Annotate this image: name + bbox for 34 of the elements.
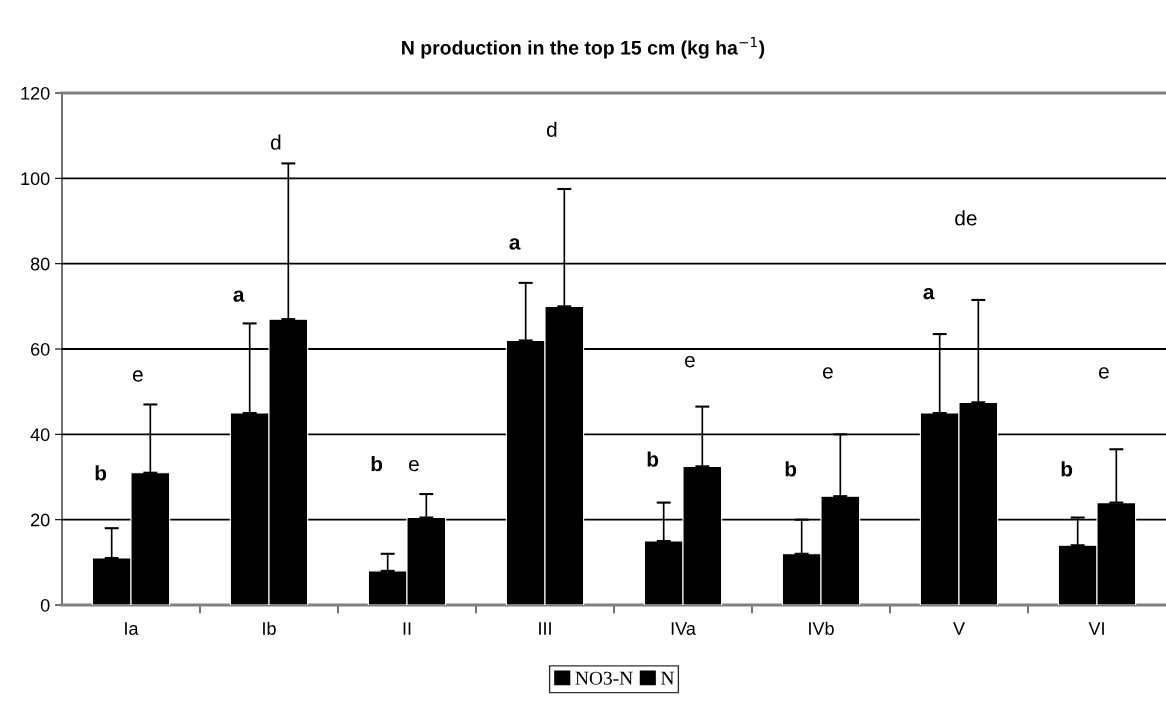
annotation: e (822, 367, 833, 379)
y-tick-label: 120 (21, 86, 50, 100)
y-tick-label: 0 (40, 598, 50, 612)
annotation: a (923, 287, 935, 300)
legend-label: N (661, 671, 675, 685)
x-tick-label: III (539, 622, 551, 635)
annotation: d (270, 134, 281, 150)
annotation: e (1098, 367, 1109, 379)
x-tick-label: VI (1088, 622, 1104, 635)
x-tick-label: Ib (263, 621, 276, 635)
annotation: b (95, 465, 107, 481)
annotation: b (371, 456, 383, 472)
annotation: b (785, 461, 797, 477)
y-tick-label: 20 (31, 513, 50, 527)
annotation: b (647, 451, 659, 467)
x-tick-label: Ia (125, 622, 139, 635)
annotation: e (684, 355, 695, 368)
y-tick-label: 80 (30, 257, 50, 271)
x-tick-label: IVa (671, 622, 696, 635)
y-tick-label: 100 (21, 172, 50, 186)
x-tick-label: V (953, 622, 965, 635)
annotation: de (955, 210, 977, 226)
y-tick-label: 60 (31, 342, 50, 356)
annotation: a (509, 238, 521, 250)
y-tick-label: 40 (30, 428, 50, 442)
annotation: d (546, 121, 557, 137)
legend-label: NO3-N (575, 671, 633, 685)
x-tick-label: II (403, 622, 411, 635)
annotation: e (408, 459, 419, 472)
x-tick-label: IVb (809, 621, 834, 635)
annotation: e (132, 370, 143, 382)
chart-title: N production in the top 15 cm (kg ha$^{−1}$) (402, 37, 765, 59)
annotation: a (233, 290, 245, 302)
annotation: b (1061, 461, 1073, 477)
